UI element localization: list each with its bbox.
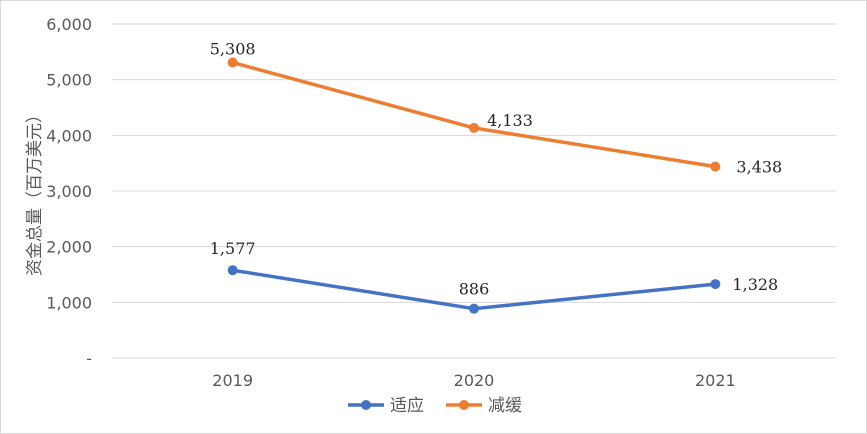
data-label: 4,133 (487, 111, 533, 130)
legend-swatch-marker (459, 400, 469, 410)
x-tick-label: 2020 (454, 371, 495, 390)
data-label: 3,438 (736, 158, 782, 177)
data-point (710, 161, 721, 172)
x-axis-ticks: 2019 2020 2021 (212, 371, 735, 390)
legend-label: 适应 (390, 396, 424, 416)
legend-label: 减缓 (488, 396, 522, 416)
y-axis-label: 资金总量（百万美元） (25, 106, 45, 276)
data-label: 1,577 (210, 239, 256, 258)
data-point (469, 122, 479, 133)
y-tick-label: 5,000 (46, 71, 92, 90)
y-tick-label: 6,000 (46, 15, 92, 34)
y-tick-label: 4,000 (46, 126, 92, 145)
series-0: 1,577 886 1,328 (210, 239, 778, 314)
data-point (227, 265, 238, 276)
data-label: 5,308 (210, 40, 256, 59)
legend: 适应 减缓 (348, 396, 522, 416)
data-point (710, 279, 721, 290)
y-axis-ticks: - 1,000 2,000 3,000 4,000 5,000 6,000 (46, 15, 92, 368)
y-tick-label: 3,000 (46, 182, 92, 201)
data-label: 1,328 (732, 275, 778, 294)
y-tick-label: 1,000 (46, 293, 92, 312)
legend-item-0: 适应 (348, 396, 424, 416)
legend-swatch-marker (361, 400, 371, 410)
data-point (227, 57, 238, 68)
y-tick-label: - (86, 349, 92, 368)
data-label: 886 (459, 280, 490, 299)
x-tick-label: 2019 (212, 371, 253, 390)
legend-item-1: 减缓 (446, 396, 522, 416)
data-point (469, 303, 479, 314)
y-tick-label: 2,000 (46, 238, 92, 257)
series-line (232, 60, 716, 169)
x-tick-label: 2021 (695, 371, 736, 390)
series-layer: 1,577 886 1,328 5,308 4,133 3,438 (210, 40, 782, 314)
gridlines (112, 23, 836, 359)
series-1: 5,308 4,133 3,438 (210, 40, 782, 177)
